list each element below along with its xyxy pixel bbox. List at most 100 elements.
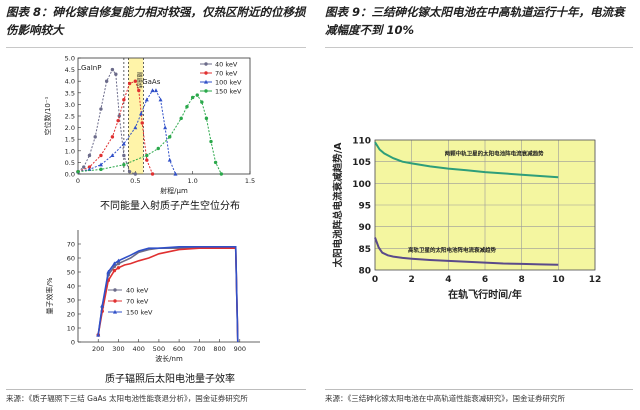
x-tick-label: 400 (132, 345, 144, 353)
y-axis-label: 空位数/10⁻¹ (43, 96, 52, 135)
data-point (127, 81, 132, 86)
y-tick-label: 60 (67, 255, 75, 263)
y-tick-label: 20 (67, 311, 75, 319)
y-axis-label: 太阳电池阵总电流衰减趋势/A (332, 142, 344, 267)
data-point (87, 153, 92, 158)
data-point (116, 258, 121, 263)
y-tick-label: 110 (352, 137, 371, 147)
y-tick-label: 85 (358, 245, 371, 255)
figure-8-title: 图表 8：砷化镓自修复能力相对较强，仅热区附近的位移损伤影响较大 (6, 0, 306, 48)
series-line (374, 141, 559, 179)
chart2-caption: 质子辐照后太阳电池量子效率 (105, 374, 235, 385)
legend-label: 150 keV (215, 88, 242, 96)
x-axis-label: 在轨飞行时间/年 (448, 288, 522, 301)
legend-marker (204, 62, 208, 66)
figure-9-title: 图表 9：三结砷化镓太阳电池在中高轨道运行十年，电流衰减幅度不到 10% (325, 0, 633, 48)
y-tick-label: 3.0 (65, 101, 75, 109)
data-point (195, 93, 199, 97)
data-point (116, 266, 121, 270)
x-tick-label: 8 (519, 275, 525, 285)
data-point (213, 160, 218, 165)
y-tick-label: 0.5 (65, 159, 75, 167)
x-tick-label: 0.5 (130, 177, 140, 185)
x-tick-label: 700 (193, 345, 205, 353)
y-tick-label: 40 (67, 283, 75, 291)
data-point (116, 261, 121, 266)
data-point (219, 172, 224, 176)
legend-label: 40 keV (126, 287, 149, 295)
data-point (145, 158, 149, 162)
quantum-efficiency-chart: 0 10 20 30 40 50 60 70 200 300 400 500 600 700 800 900 波… (45, 230, 260, 363)
data-point (122, 98, 126, 102)
legend-label: 70 keV (215, 70, 238, 78)
data-point (150, 172, 155, 176)
y-tick-label: 70 (67, 241, 75, 249)
legend-marker (113, 288, 117, 292)
y-tick-label: 95 (358, 202, 371, 212)
y-axis-label: 量子效率/% (45, 277, 54, 314)
y-tick-label: 30 (67, 297, 75, 305)
data-point (190, 95, 195, 100)
data-point (82, 165, 86, 169)
current-decay-chart: 80 85 90 95 100 105 110 0 2 4 6 8 10 12 在轨飞行时间/年 太阳电池阵总… (332, 137, 601, 302)
x-tick-label: 10 (552, 275, 565, 285)
x-tick-label: 1.5 (245, 177, 255, 185)
x-tick-label: 6 (482, 275, 488, 285)
series-line (77, 90, 176, 175)
data-point (139, 111, 144, 116)
x-tick-label: 800 (213, 345, 225, 353)
left-source-divider (6, 389, 306, 390)
data-point (112, 261, 117, 266)
y-tick-label: 50 (67, 269, 75, 277)
chart1-caption: 不同能量入射质子产生空位分布 (100, 201, 240, 212)
data-point (153, 88, 158, 93)
series-line (374, 237, 559, 266)
y-tick-label: 10 (67, 325, 75, 333)
data-point (93, 135, 97, 139)
data-point (133, 79, 138, 83)
y-tick-label: 3.5 (65, 89, 75, 97)
x-tick-label: 0 (76, 177, 80, 185)
right-source: 来源：《三结砷化镓太阳电池在中高轨道性能衰减研究》，国金证券研究所 (325, 394, 565, 403)
data-point (156, 146, 160, 151)
series-line (97, 247, 239, 343)
annotation-gaas: GaAs (142, 78, 161, 86)
data-point (100, 303, 105, 308)
data-point (137, 88, 141, 93)
annotation-gainp: GaInP (81, 64, 101, 72)
data-point (127, 169, 132, 174)
data-point (110, 135, 115, 139)
x-tick-label: 1.0 (187, 177, 197, 185)
series-line (77, 94, 222, 175)
data-point (116, 118, 120, 123)
annotation-geo: 高轨卫星的太阳电池阵电流衰减趋势 (408, 246, 497, 254)
annotation-meo: 两颗中轨卫星的太阳电池阵电流衰减趋势 (445, 150, 545, 158)
data-point (140, 121, 144, 125)
data-point (98, 162, 103, 167)
legend-label: 100 keV (215, 79, 242, 87)
data-point (110, 67, 115, 72)
annotation-tunnel: 隧道结 (136, 72, 144, 89)
legend-marker (204, 71, 208, 75)
x-tick-label: 300 (112, 345, 124, 353)
data-point (209, 139, 213, 144)
x-tick-label: 500 (153, 345, 165, 353)
data-point (145, 153, 149, 158)
series-line (97, 245, 239, 343)
y-tick-label: 0.0 (65, 171, 75, 179)
x-tick-label: 2 (409, 275, 415, 285)
series-line (77, 80, 153, 175)
data-point (110, 153, 115, 158)
plot-frame (374, 139, 596, 271)
data-point (106, 269, 111, 274)
data-point (150, 88, 155, 93)
data-point (179, 116, 183, 121)
y-tick-label: 90 (358, 223, 371, 233)
data-point (99, 153, 103, 158)
legend-label: 40 keV (215, 61, 238, 69)
data-point (76, 169, 80, 174)
right-source-divider (325, 389, 633, 390)
data-point (168, 135, 172, 139)
y-tick-label: 2.5 (65, 113, 75, 121)
x-tick-label: 200 (92, 345, 104, 353)
